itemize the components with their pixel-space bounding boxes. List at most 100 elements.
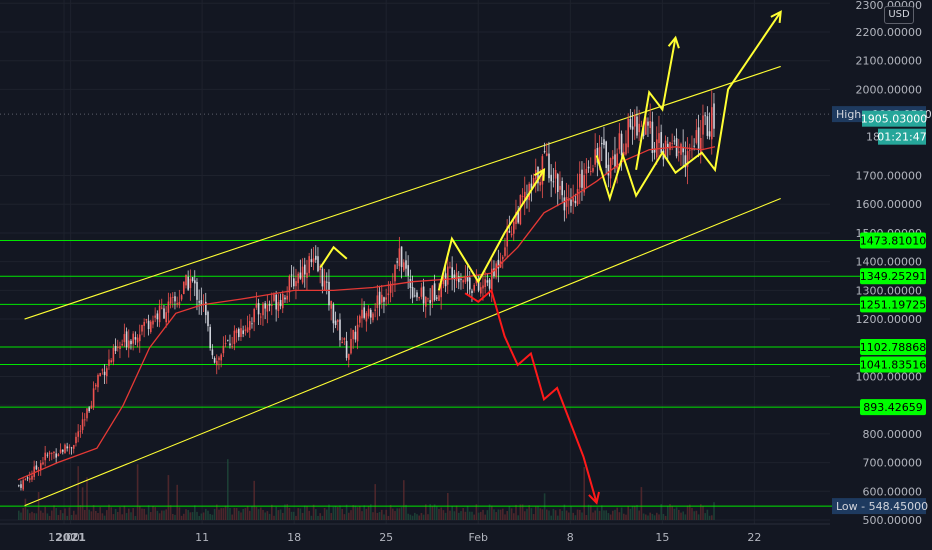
volume-bar: [383, 514, 385, 520]
volume-bar: [180, 515, 183, 520]
candle-body: [598, 146, 601, 167]
candle-body: [539, 181, 541, 186]
candle-body: [612, 156, 614, 160]
x-tick-label: 11: [195, 531, 209, 544]
volume-bar: [295, 515, 297, 520]
candle-body: [165, 312, 167, 323]
volume-bar: [330, 513, 332, 520]
candle-body: [266, 304, 269, 312]
volume-bar: [253, 480, 255, 520]
volume-bar: [284, 504, 286, 520]
candle-body: [631, 126, 634, 130]
volume-bar: [108, 504, 110, 520]
candle-body: [156, 313, 159, 320]
volume-bar: [191, 512, 194, 520]
candle-body: [563, 197, 566, 211]
candle-body: [378, 291, 381, 305]
volume-bar: [59, 510, 62, 520]
volume-bars: [18, 459, 715, 520]
volume-bar: [623, 513, 625, 520]
price-axis[interactable]: 2300.000002200.000002100.000002000.00000…: [856, 0, 922, 527]
candle-body: [361, 309, 363, 319]
volume-bar: [464, 511, 467, 520]
support-tag: [860, 399, 926, 416]
volume-bar: [673, 508, 676, 520]
candle-body: [583, 175, 585, 193]
candle-body: [106, 368, 108, 377]
volume-bar: [51, 510, 53, 520]
volume-bar: [420, 513, 423, 520]
support-tag-label: 1251.19725: [860, 298, 926, 311]
candle-body: [680, 143, 682, 155]
candle-body: [521, 196, 524, 197]
candle-body: [506, 226, 508, 247]
candle-body: [484, 279, 486, 288]
volume-bar: [187, 510, 189, 520]
volume-bar: [95, 510, 97, 520]
volume-bar: [697, 514, 700, 520]
candle-body: [84, 419, 86, 421]
candle-body: [187, 276, 189, 290]
volume-bar: [132, 508, 134, 520]
candle-body: [163, 308, 165, 319]
volume-bar: [614, 509, 616, 520]
candle-body: [383, 297, 385, 302]
currency-label[interactable]: USD: [884, 6, 914, 24]
volume-bar: [407, 513, 409, 520]
volume-bar: [535, 506, 537, 520]
candle-body: [618, 133, 621, 150]
volume-bar: [629, 508, 632, 520]
volume-bar: [565, 510, 568, 520]
volume-bar: [634, 506, 636, 520]
volume-bar: [334, 506, 337, 520]
candle-body: [224, 343, 227, 344]
volume-bar: [165, 509, 167, 520]
volume-bar: [101, 513, 104, 520]
volume-bar: [451, 506, 453, 520]
candle-body: [398, 248, 401, 267]
candle-body: [110, 360, 112, 363]
candle-body: [352, 329, 354, 340]
volume-bar: [385, 509, 387, 520]
volume-bar: [141, 508, 143, 520]
candle-body: [565, 197, 568, 207]
candle-body: [475, 279, 478, 284]
volume-bar: [618, 512, 621, 520]
volume-bar: [636, 504, 638, 520]
volume-bar: [183, 513, 185, 520]
volume-bar: [418, 515, 420, 520]
volume-bar: [510, 508, 513, 520]
volume-bar: [64, 508, 66, 520]
volume-bar: [57, 515, 60, 520]
volume-bar: [552, 508, 555, 520]
candle-body: [328, 281, 330, 306]
candle-body: [429, 300, 431, 304]
volume-bar: [471, 511, 473, 520]
candle-body: [367, 308, 370, 317]
candle-body: [161, 307, 163, 309]
candle-body: [257, 302, 260, 315]
candle-body: [112, 347, 115, 362]
y-tick-label: 500.00000: [863, 514, 923, 527]
volume-bar: [680, 512, 682, 520]
volume-bar: [651, 513, 654, 520]
bullish-path: [437, 169, 545, 291]
candle-body: [455, 272, 458, 281]
candle-body: [495, 263, 497, 278]
volume-bar: [594, 510, 596, 520]
volume-bar: [161, 510, 163, 520]
volume-bar: [431, 506, 434, 520]
candle-body: [200, 300, 203, 306]
volume-bar: [398, 508, 401, 520]
candle-body: [576, 189, 579, 205]
candle-body: [579, 173, 581, 188]
candle-body: [332, 304, 335, 324]
candle-body: [293, 278, 295, 287]
volume-bar: [136, 464, 139, 520]
volume-bar: [647, 515, 649, 520]
candle-body: [695, 130, 698, 143]
candle-body: [532, 177, 535, 187]
